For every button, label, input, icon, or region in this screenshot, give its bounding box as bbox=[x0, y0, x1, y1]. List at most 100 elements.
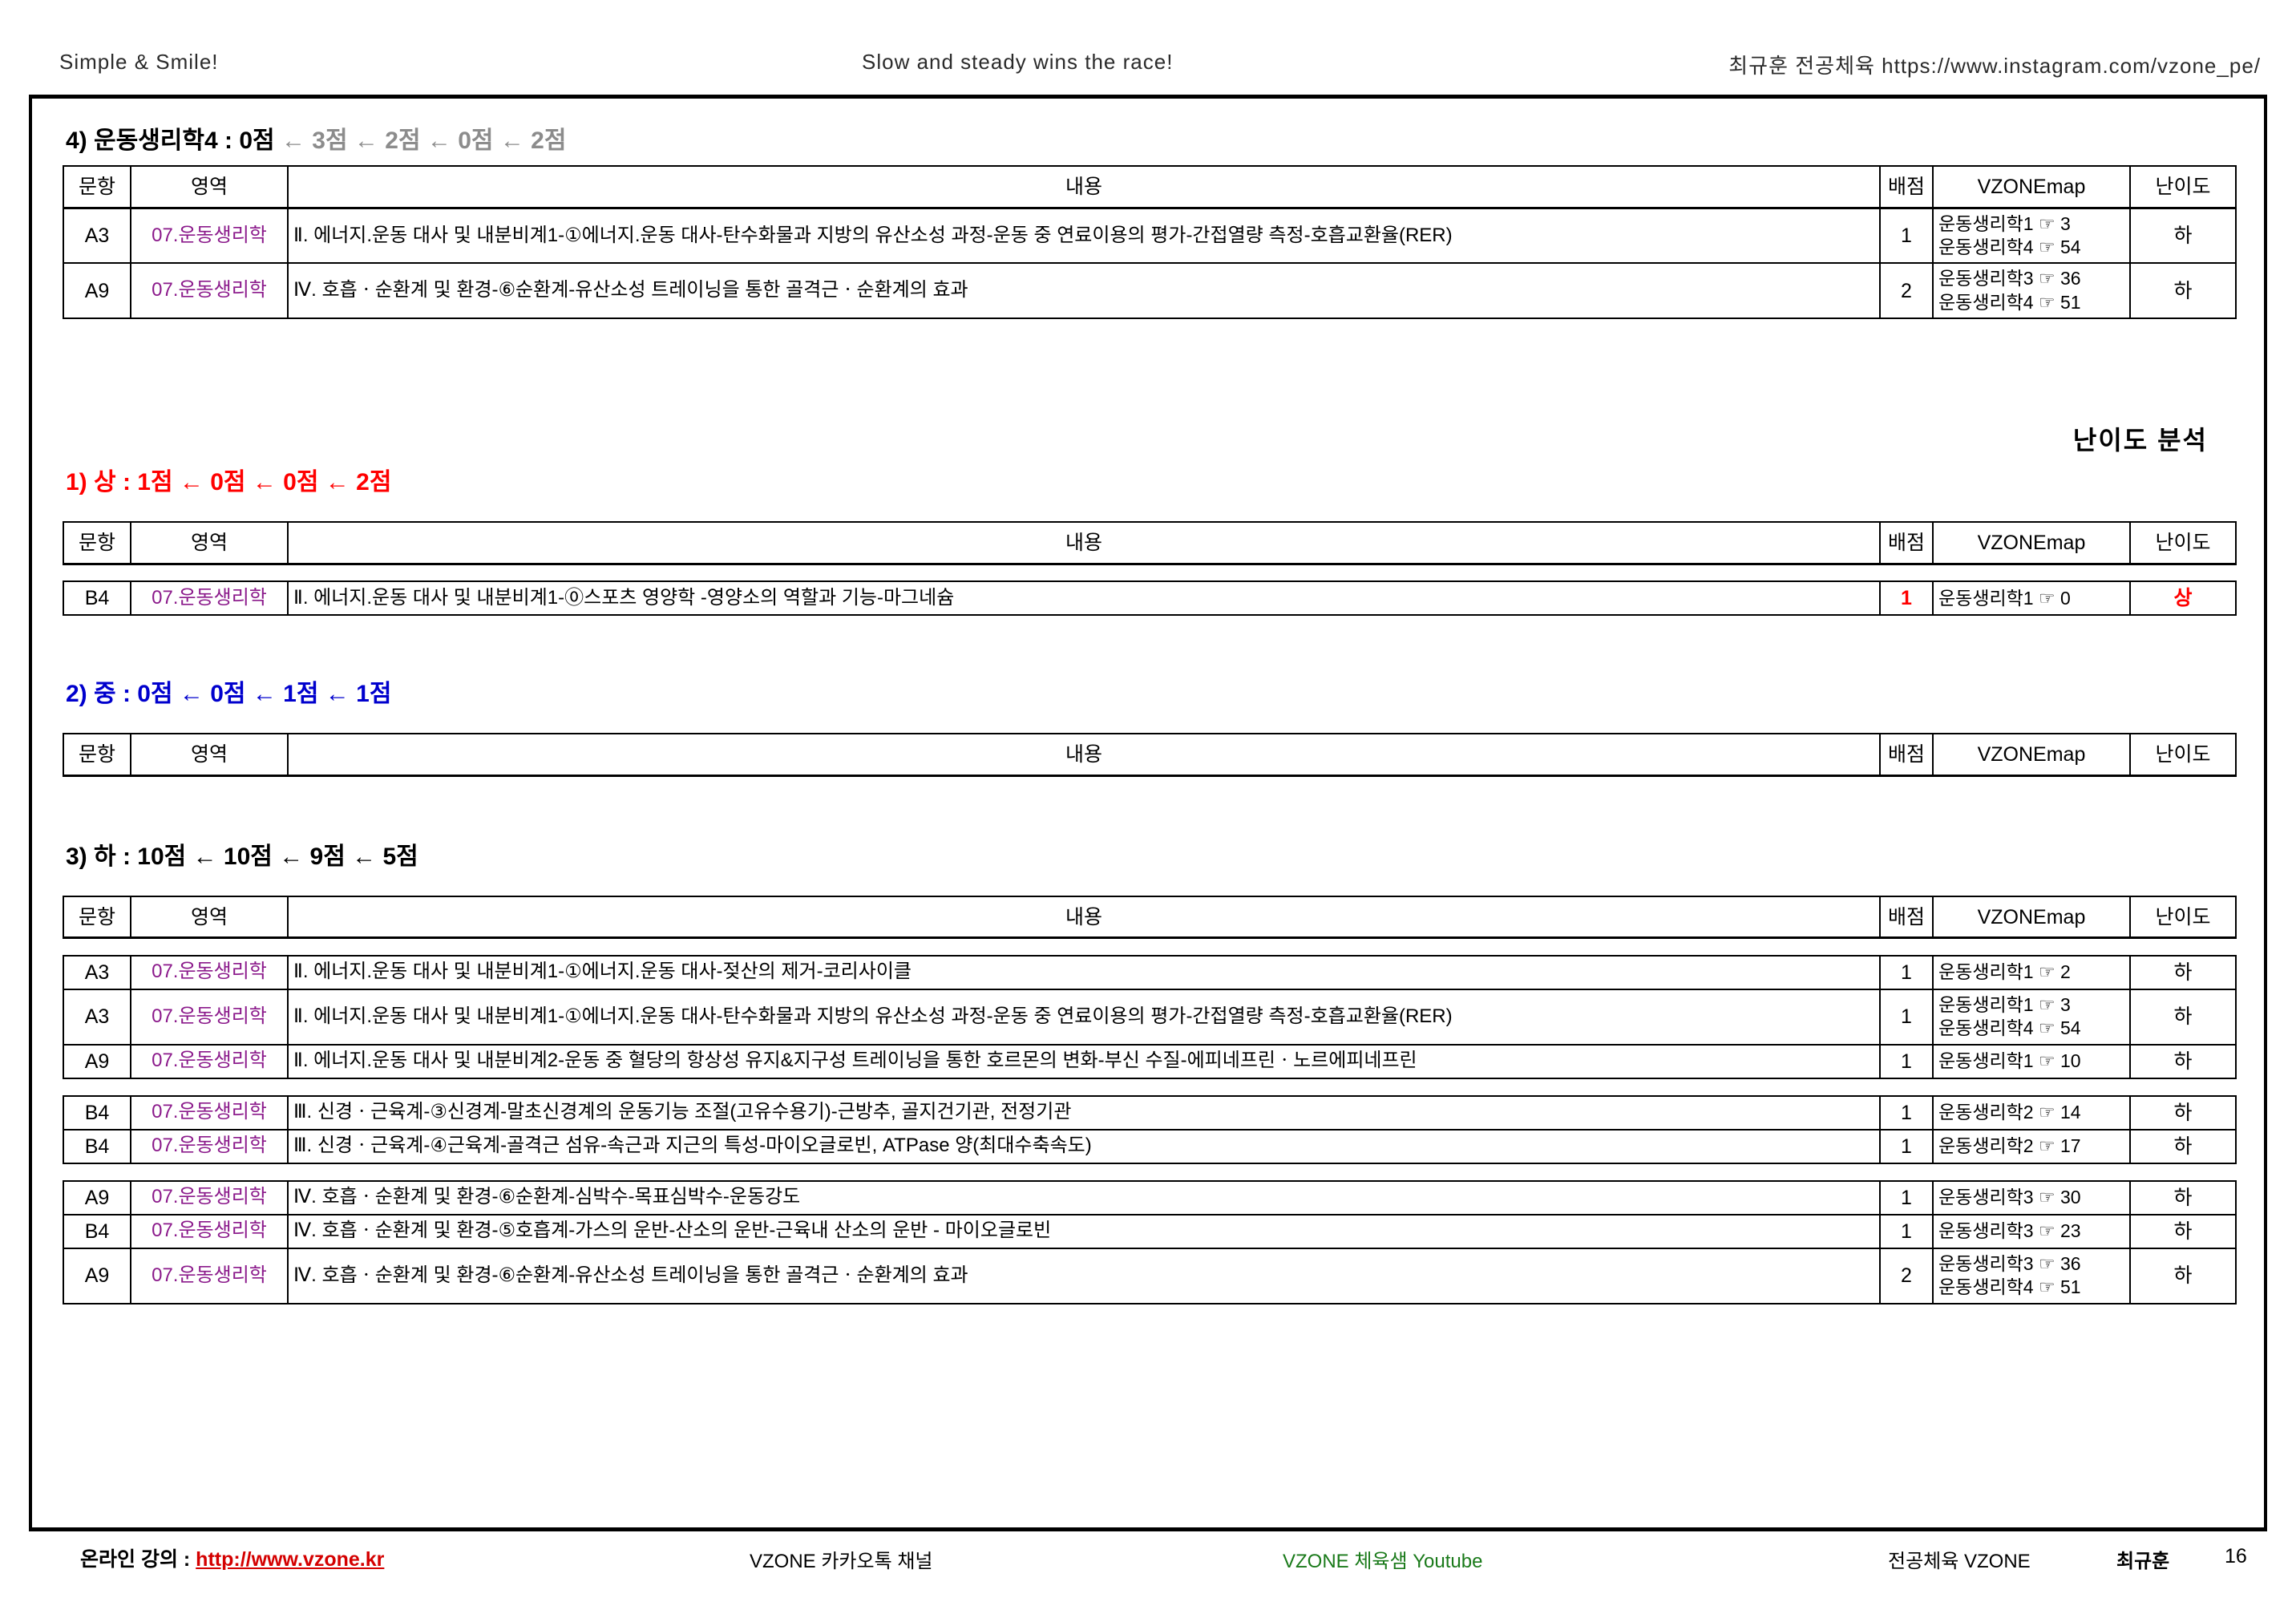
cell-map: 운동생리학1 ☞ 2 bbox=[1932, 954, 2131, 990]
table-header-row: 문항 영역 내용 배점 VZONEmap 난이도 bbox=[63, 521, 2237, 565]
cell-content: Ⅳ. 호흡ㆍ순환계 및 환경-⑥순환계-유산소성 트레이닝을 통한 골격근ㆍ순환… bbox=[287, 262, 1881, 320]
section-4-table: 문항 영역 내용 배점 VZONEmap 난이도 A3 07.운동생리학 Ⅱ. … bbox=[63, 165, 2237, 320]
cell-point: 1 bbox=[1879, 580, 1934, 617]
footer-kakao-channel: VZONE 카카오톡 채널 bbox=[750, 1551, 933, 1572]
cell-level: 하 bbox=[2129, 954, 2237, 990]
section-high-tbody: B4 07.운동생리학 Ⅱ. 에너지.운동 대사 및 내분비계1-⓪스포츠 영양… bbox=[63, 564, 2237, 617]
col-header-point: 배점 bbox=[1879, 521, 1934, 565]
document-content: 4) 운동생리학4 : 0점 ← 3점 ← 2점 ← 0점 ← 2점 문항 영역… bbox=[63, 120, 2237, 1304]
cell-point: 1 bbox=[1879, 1043, 1934, 1079]
cell-level: 하 bbox=[2129, 988, 2237, 1046]
cell-mun: A9 bbox=[63, 262, 131, 320]
cell-level: 하 bbox=[2129, 1179, 2237, 1215]
map-line: 운동생리학1 ☞ 0 bbox=[1938, 587, 2071, 609]
section-mid-table: 문항 영역 내용 배점 VZONEmap 난이도 bbox=[63, 733, 2237, 777]
cell-area: 07.운동생리학 bbox=[130, 1247, 289, 1304]
cell-mun: B4 bbox=[63, 580, 131, 617]
header-right-credit: 최규훈 전공체육 https://www.instagram.com/vzone… bbox=[1728, 54, 2261, 78]
header-left-slogan: Simple & Smile! bbox=[59, 50, 219, 74]
section-high-table: 문항 영역 내용 배점 VZONEmap 난이도 B4 07.운동생리학 Ⅱ. … bbox=[63, 521, 2237, 617]
cell-area: 07.운동생리학 bbox=[130, 1213, 289, 1249]
page-border-top bbox=[29, 95, 2267, 99]
section-low-tbody: A3 07.운동생리학 Ⅱ. 에너지.운동 대사 및 내분비계1-①에너지.운동… bbox=[63, 938, 2237, 1304]
cell-level: 하 bbox=[2129, 206, 2237, 265]
col-header-level: 난이도 bbox=[2129, 895, 2237, 940]
table-row: A9 07.운동생리학 Ⅱ. 에너지.운동 대사 및 내분비계2-운동 중 혈당… bbox=[63, 1043, 2237, 1079]
col-header-map: VZONEmap bbox=[1932, 733, 2131, 777]
section-4-title-trend: ← 3점 ← 2점 ← 0점 ← 2점 bbox=[274, 127, 567, 154]
col-header-map: VZONEmap bbox=[1932, 521, 2131, 565]
col-header-level: 난이도 bbox=[2129, 165, 2237, 209]
map-line: 운동생리학1 ☞ 10 bbox=[1938, 1050, 2081, 1071]
cell-level: 하 bbox=[2129, 1247, 2237, 1304]
col-header-area: 영역 bbox=[130, 165, 289, 209]
cell-map: 운동생리학3 ☞ 23 bbox=[1932, 1213, 2131, 1249]
section-mid-title: 2) 중 : 0점 ← 0점 ← 1점 ← 1점 bbox=[66, 681, 392, 708]
col-header-mun: 문항 bbox=[63, 733, 131, 777]
row-spacer bbox=[63, 1078, 2236, 1096]
cell-mun: B4 bbox=[63, 1094, 131, 1131]
cell-content: Ⅱ. 에너지.운동 대사 및 내분비계1-①에너지.운동 대사-젖산의 제거-코… bbox=[287, 954, 1881, 990]
cell-map: 운동생리학1 ☞ 10 bbox=[1932, 1043, 2131, 1079]
analysis-title-band: 난이도 분석 bbox=[63, 319, 2235, 462]
map-line: 운동생리학3 ☞ 30 bbox=[1938, 1186, 2081, 1207]
cell-point: 1 bbox=[1879, 954, 1934, 990]
map-line: 운동생리학3 ☞ 36 bbox=[1938, 1252, 2081, 1274]
cell-content: Ⅱ. 에너지.운동 대사 및 내분비계2-운동 중 혈당의 항상성 유지&지구성… bbox=[287, 1043, 1881, 1079]
cell-mun: B4 bbox=[63, 1128, 131, 1164]
footer-online-lecture-label: 온라인 강의 : bbox=[80, 1548, 196, 1571]
map-line: 운동생리학4 ☞ 54 bbox=[1938, 1017, 2081, 1039]
page-border-bottom bbox=[29, 1527, 2267, 1531]
cell-level: 하 bbox=[2129, 1213, 2237, 1249]
map-line: 운동생리학3 ☞ 36 bbox=[1938, 268, 2081, 289]
table-row: B4 07.운동생리학 Ⅳ. 호흡ㆍ순환계 및 환경-⑤호흡계-가스의 운반-산… bbox=[63, 1213, 2237, 1249]
map-line: 운동생리학4 ☞ 54 bbox=[1938, 236, 2081, 257]
cell-point: 1 bbox=[1879, 1094, 1934, 1131]
cell-point: 1 bbox=[1879, 1213, 1934, 1249]
cell-area: 07.운동생리학 bbox=[130, 262, 289, 320]
cell-content: Ⅲ. 신경ㆍ근육계-④근육계-골격근 섬유-속근과 지근의 특성-마이오글로빈,… bbox=[287, 1128, 1881, 1164]
map-line: 운동생리학2 ☞ 17 bbox=[1938, 1135, 2081, 1156]
cell-area: 07.운동생리학 bbox=[130, 206, 289, 265]
col-header-content: 내용 bbox=[287, 165, 1881, 209]
section-level-mid: 2) 중 : 0점 ← 0점 ← 1점 ← 1점 문항 영역 내용 배점 VZO… bbox=[63, 673, 2237, 777]
col-header-point: 배점 bbox=[1879, 895, 1934, 940]
col-header-level: 난이도 bbox=[2129, 521, 2237, 565]
map-line: 운동생리학1 ☞ 3 bbox=[1938, 212, 2071, 234]
col-header-area: 영역 bbox=[130, 521, 289, 565]
cell-map: 운동생리학3 ☞ 36 운동생리학4 ☞ 51 bbox=[1932, 262, 2131, 320]
table-row: B4 07.운동생리학 Ⅲ. 신경ㆍ근육계-③신경계-말초신경계의 운동기능 조… bbox=[63, 1094, 2237, 1131]
cell-content: Ⅳ. 호흡ㆍ순환계 및 환경-⑥순환계-유산소성 트레이닝을 통한 골격근ㆍ순환… bbox=[287, 1247, 1881, 1304]
cell-level: 하 bbox=[2129, 262, 2237, 320]
cell-content: Ⅱ. 에너지.운동 대사 및 내분비계1-①에너지.운동 대사-탄수화물과 지방… bbox=[287, 206, 1881, 265]
cell-area: 07.운동생리학 bbox=[130, 988, 289, 1046]
cell-level: 하 bbox=[2129, 1128, 2237, 1164]
cell-point: 2 bbox=[1879, 1247, 1934, 1304]
table-row: B4 07.운동생리학 Ⅱ. 에너지.운동 대사 및 내분비계1-⓪스포츠 영양… bbox=[63, 580, 2237, 617]
map-line: 운동생리학3 ☞ 23 bbox=[1938, 1220, 2081, 1241]
cell-level: 하 bbox=[2129, 1094, 2237, 1131]
table-row: A9 07.운동생리학 Ⅳ. 호흡ㆍ순환계 및 환경-⑥순환계-심박수-목표심박… bbox=[63, 1179, 2237, 1215]
cell-point: 1 bbox=[1879, 206, 1934, 265]
col-header-mun: 문항 bbox=[63, 165, 131, 209]
table-header-row: 문항 영역 내용 배점 VZONEmap 난이도 bbox=[63, 733, 2237, 777]
analysis-title: 난이도 분석 bbox=[2072, 426, 2208, 455]
footer-brand: 전공체육 VZONE bbox=[1888, 1551, 2031, 1572]
cell-level: 상 bbox=[2129, 580, 2237, 617]
section-4-title: 4) 운동생리학4 : 0점 ← 3점 ← 2점 ← 0점 ← 2점 bbox=[66, 120, 2235, 156]
cell-point: 1 bbox=[1879, 988, 1934, 1046]
map-line: 운동생리학4 ☞ 51 bbox=[1938, 291, 2081, 313]
cell-point: 1 bbox=[1879, 1128, 1934, 1164]
col-header-point: 배점 bbox=[1879, 733, 1934, 777]
table-row: A3 07.운동생리학 Ⅱ. 에너지.운동 대사 및 내분비계1-①에너지.운동… bbox=[63, 954, 2237, 990]
col-header-content: 내용 bbox=[287, 895, 1881, 940]
cell-area: 07.운동생리학 bbox=[130, 1128, 289, 1164]
cell-map: 운동생리학1 ☞ 3 운동생리학4 ☞ 54 bbox=[1932, 206, 2131, 265]
cell-map: 운동생리학1 ☞ 3 운동생리학4 ☞ 54 bbox=[1932, 988, 2131, 1046]
cell-level: 하 bbox=[2129, 1043, 2237, 1079]
footer-vzone-link[interactable]: http://www.vzone.kr bbox=[196, 1548, 385, 1571]
page-border-right bbox=[2264, 95, 2267, 1531]
row-spacer bbox=[63, 1163, 2236, 1181]
table-row: A9 07.운동생리학 Ⅳ. 호흡ㆍ순환계 및 환경-⑥순환계-유산소성 트레이… bbox=[63, 262, 2237, 320]
cell-area: 07.운동생리학 bbox=[130, 1179, 289, 1215]
